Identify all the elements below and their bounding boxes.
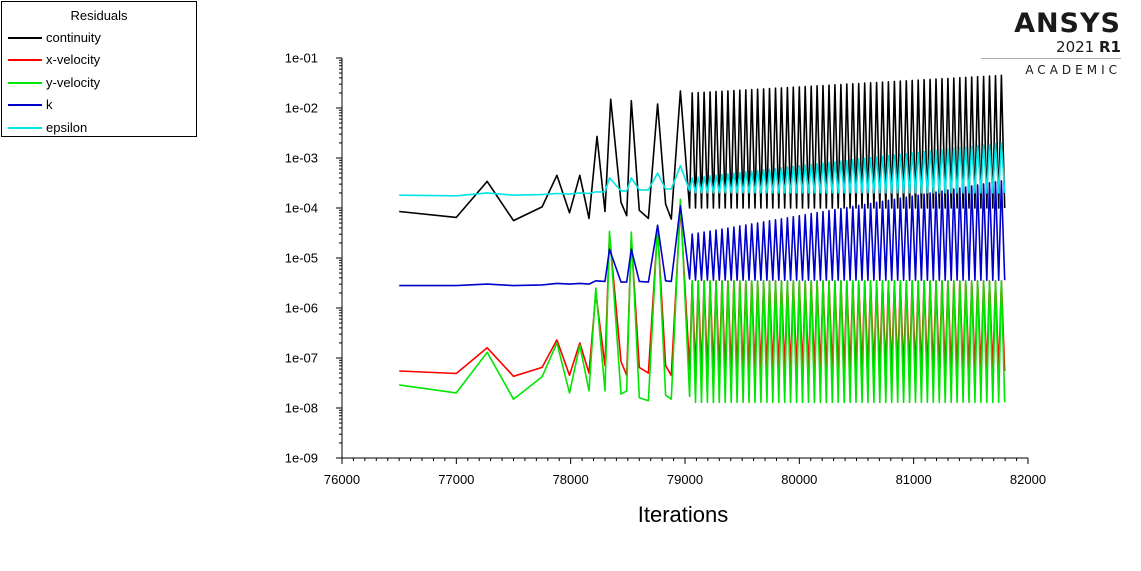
logo-brand: ANSYS	[1014, 8, 1121, 39]
y-tick-label: 1e-05	[285, 251, 318, 266]
x-axis-label: Iterations	[638, 502, 729, 527]
logo-version-year: 2021	[1056, 38, 1095, 56]
legend-label-k: k	[46, 97, 53, 112]
y-tick-label: 1e-03	[285, 151, 318, 166]
x-tick-label: 77000	[438, 472, 474, 487]
legend-swatch-x-velocity	[8, 59, 42, 61]
legend: Residuals continuity x-velocity y-veloci…	[1, 1, 197, 137]
y-tick-label: 1e-09	[285, 451, 318, 466]
y-tick-label: 1e-07	[285, 351, 318, 366]
legend-item-x-velocity: x-velocity	[8, 51, 194, 69]
x-tick-label: 78000	[553, 472, 589, 487]
axes-layer: 1e-09 1e-08 1e-07 1e-06 1e-05 1e-04 1e-03 1e-02…	[285, 51, 1046, 488]
logo-version: 2021 R1	[1056, 38, 1121, 56]
x-tick-label: 79000	[667, 472, 703, 487]
legend-swatch-epsilon	[8, 127, 42, 129]
legend-item-y-velocity: y-velocity	[8, 74, 194, 92]
series-layer	[399, 74, 1006, 404]
legend-label-y-velocity: y-velocity	[46, 75, 101, 90]
x-tick-label: 80000	[781, 472, 817, 487]
series-line-continuity	[399, 74, 1006, 222]
x-tick-label: 81000	[896, 472, 932, 487]
y-tick-label: 1e-01	[285, 51, 318, 66]
legend-title: Residuals	[70, 8, 128, 23]
y-tick-label: 1e-06	[285, 301, 318, 316]
legend-label-epsilon: epsilon	[46, 120, 88, 135]
logo-edition: ACADEMIC	[1025, 63, 1121, 77]
logo-divider	[981, 58, 1121, 59]
legend-swatch-k	[8, 104, 42, 106]
legend-item-epsilon: epsilon	[8, 119, 194, 137]
legend-item-k: k	[8, 96, 194, 114]
legend-swatch-continuity	[8, 37, 42, 39]
x-tick-label: 82000	[1010, 472, 1046, 487]
y-tick-label: 1e-08	[285, 401, 318, 416]
x-tick-label: 76000	[324, 472, 360, 487]
series-line-k	[399, 180, 1006, 287]
y-tick-label: 1e-04	[285, 201, 318, 216]
series-line-y-velocity	[399, 198, 1006, 404]
ansys-logo: ANSYS 2021 R1 ACADEMIC	[971, 8, 1141, 83]
legend-label-x-velocity: x-velocity	[46, 52, 101, 67]
y-tick-label: 1e-02	[285, 101, 318, 116]
logo-version-release: R1	[1099, 38, 1121, 56]
legend-item-continuity: continuity	[8, 29, 194, 47]
legend-label-continuity: continuity	[46, 30, 101, 45]
series-line-epsilon	[399, 142, 1006, 197]
legend-swatch-y-velocity	[8, 82, 42, 84]
